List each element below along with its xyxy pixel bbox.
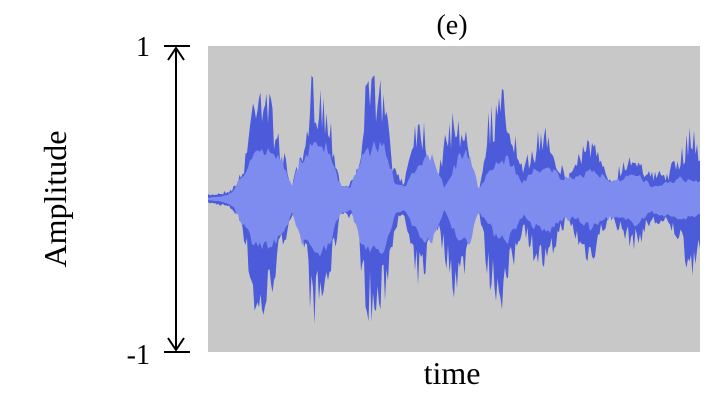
axis-arrowhead-bottom bbox=[167, 337, 185, 352]
y-tick-label-top: 1 bbox=[136, 32, 150, 63]
chart-title: (e) bbox=[436, 10, 467, 41]
rms-envelope bbox=[208, 141, 700, 257]
y-tick-label-bottom: -1 bbox=[127, 340, 150, 371]
waveform-group bbox=[208, 75, 700, 325]
axis-arrowhead-top bbox=[167, 46, 185, 61]
y-axis-label: Amplitude bbox=[37, 131, 73, 268]
amplitude-axis bbox=[164, 45, 190, 353]
x-axis-label: time bbox=[424, 355, 481, 391]
